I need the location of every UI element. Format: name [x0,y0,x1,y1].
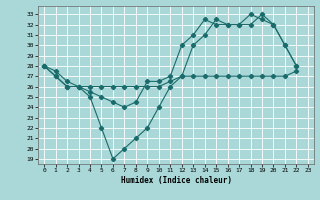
X-axis label: Humidex (Indice chaleur): Humidex (Indice chaleur) [121,176,231,185]
